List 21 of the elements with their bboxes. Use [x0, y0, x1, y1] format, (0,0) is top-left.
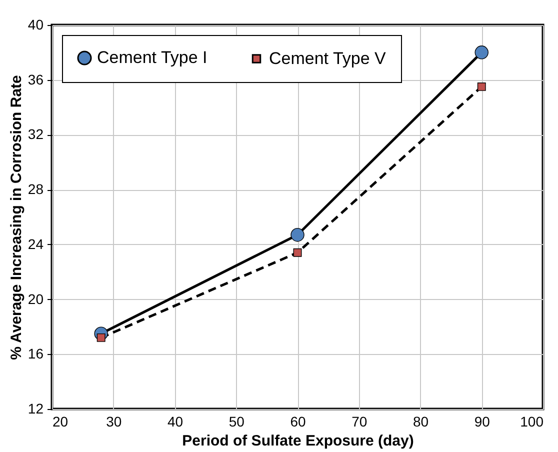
- x-tick-label: 60: [290, 414, 306, 430]
- y-tick-label: 24: [28, 236, 44, 252]
- legend-label: Cement Type V: [269, 48, 387, 68]
- x-axis-title: Period of Sulfate Exposure (day): [182, 432, 414, 450]
- y-tick-label: 20: [28, 290, 44, 307]
- x-tick-label: 70: [352, 414, 368, 430]
- y-tick-label: 12: [28, 400, 44, 416]
- legend-label: Cement Type I: [97, 48, 208, 67]
- x-tick-label: 20: [52, 414, 68, 430]
- y-tick-label: 16: [28, 346, 44, 362]
- x-tick-label: 40: [167, 414, 184, 430]
- y-tick-label: 32: [28, 126, 44, 142]
- x-tick-label: 90: [474, 414, 490, 430]
- x-tick-label: 50: [228, 414, 245, 430]
- x-tick-label: 30: [106, 414, 122, 430]
- x-tick-label: 80: [412, 414, 429, 430]
- y-tick-label: 40: [28, 16, 44, 32]
- y-tick-label: 36: [28, 71, 44, 88]
- y-axis-title: % Average Increasing in Corrosion Rate: [8, 75, 25, 360]
- y-tick-label: 28: [28, 181, 44, 198]
- x-tick-label: 100: [520, 414, 544, 430]
